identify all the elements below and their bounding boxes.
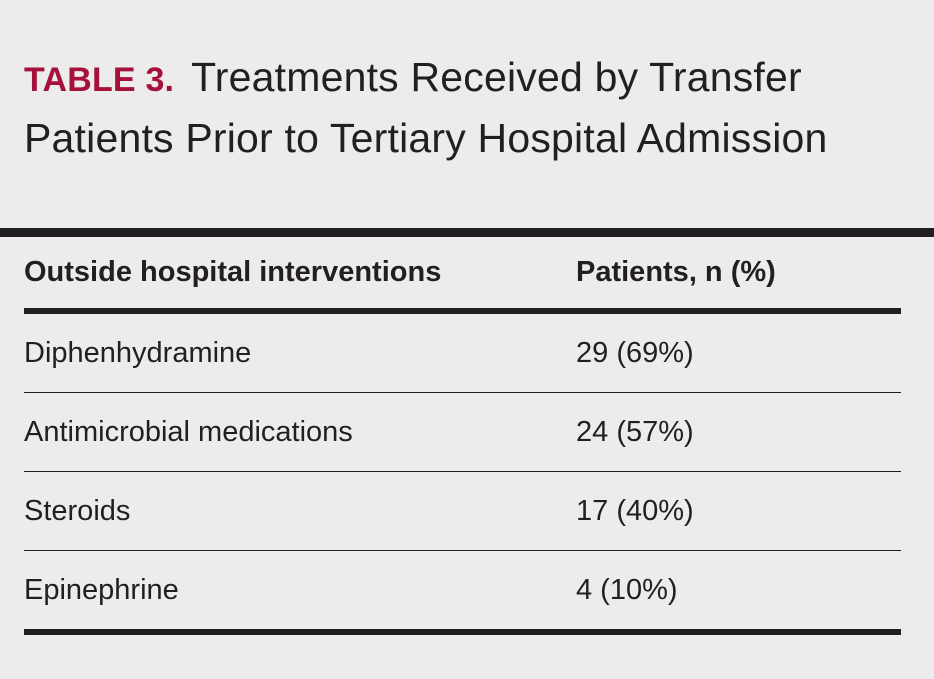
table-label: TABLE 3. <box>24 61 175 99</box>
table-row: Epinephrine 4 (10%) <box>24 550 901 635</box>
data-table: Outside hospital interventions Patients,… <box>24 237 901 635</box>
patients-cell: 4 (10%) <box>576 550 901 635</box>
header-row: Outside hospital interventions Patients,… <box>24 237 901 314</box>
patients-cell: 24 (57%) <box>576 392 901 472</box>
column-header-interventions: Outside hospital interventions <box>24 237 576 314</box>
table-title-text: Treatments Received by Transfer Patients… <box>24 54 828 161</box>
intervention-cell: Antimicrobial medications <box>24 392 576 472</box>
intervention-cell: Epinephrine <box>24 550 576 635</box>
column-header-patients: Patients, n (%) <box>576 237 901 314</box>
top-rule <box>0 228 934 237</box>
patients-cell: 29 (69%) <box>576 311 901 393</box>
table-row: Diphenhydramine 29 (69%) <box>24 311 901 393</box>
intervention-cell: Diphenhydramine <box>24 311 576 393</box>
intervention-cell: Steroids <box>24 471 576 551</box>
patients-cell: 17 (40%) <box>576 471 901 551</box>
table-row: Steroids 17 (40%) <box>24 471 901 551</box>
table-title: TABLE 3. Treatments Received by Transfer… <box>24 48 904 167</box>
table-row: Antimicrobial medications 24 (57%) <box>24 392 901 472</box>
